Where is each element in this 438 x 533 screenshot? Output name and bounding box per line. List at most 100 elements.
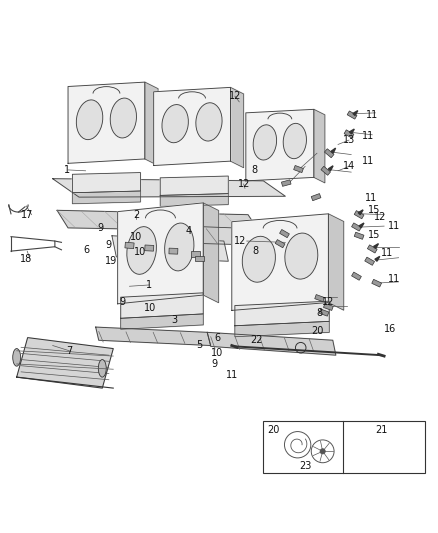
Polygon shape [203, 203, 218, 303]
Text: 2: 2 [133, 209, 139, 220]
Circle shape [319, 449, 325, 454]
Polygon shape [328, 214, 343, 310]
Ellipse shape [13, 349, 21, 366]
Ellipse shape [110, 98, 136, 138]
Text: 11: 11 [387, 274, 399, 284]
Text: 14: 14 [342, 161, 354, 172]
Bar [371, 279, 381, 287]
Bar [195, 256, 204, 262]
Text: 5: 5 [196, 340, 202, 350]
Polygon shape [330, 148, 335, 153]
Bar [375, 444, 392, 455]
Text: 11: 11 [380, 248, 392, 259]
Polygon shape [145, 82, 158, 166]
Text: 20: 20 [266, 425, 279, 435]
Polygon shape [68, 82, 145, 163]
Ellipse shape [127, 227, 156, 274]
Ellipse shape [164, 223, 194, 271]
Bar [318, 309, 328, 316]
Text: 12: 12 [228, 91, 240, 101]
Bar [191, 252, 199, 257]
Polygon shape [72, 173, 140, 193]
Text: 11: 11 [387, 221, 399, 231]
Text: 6: 6 [84, 245, 90, 255]
Bar [353, 211, 363, 219]
Polygon shape [358, 223, 363, 228]
Text: 1: 1 [146, 280, 152, 290]
Bar [281, 180, 290, 187]
Polygon shape [117, 203, 203, 304]
Ellipse shape [242, 236, 275, 282]
Bar [262, 421, 424, 473]
Text: 10: 10 [130, 232, 142, 241]
Text: 12: 12 [321, 297, 334, 306]
Polygon shape [53, 179, 285, 197]
Text: 10: 10 [144, 303, 156, 313]
Polygon shape [374, 256, 379, 261]
Polygon shape [234, 321, 328, 337]
Polygon shape [72, 191, 140, 204]
Text: 8: 8 [251, 165, 257, 175]
Polygon shape [349, 129, 353, 134]
Text: 9: 9 [120, 297, 126, 306]
Text: 10: 10 [211, 349, 223, 358]
Polygon shape [245, 109, 313, 181]
Ellipse shape [76, 100, 102, 140]
Polygon shape [151, 225, 239, 245]
Bar [320, 166, 330, 175]
Text: 10: 10 [134, 247, 146, 257]
Text: 12: 12 [373, 212, 385, 222]
Polygon shape [230, 87, 243, 168]
Polygon shape [373, 244, 378, 248]
Text: 11: 11 [225, 370, 237, 381]
Ellipse shape [283, 123, 306, 159]
Text: 20: 20 [310, 327, 322, 336]
Ellipse shape [253, 125, 276, 160]
Text: 11: 11 [361, 131, 373, 141]
Text: 21: 21 [375, 425, 387, 435]
Text: 23: 23 [298, 461, 311, 471]
Text: 19: 19 [104, 256, 117, 266]
Text: 22: 22 [250, 335, 262, 345]
Text: 18: 18 [20, 254, 32, 264]
Text: 7: 7 [66, 346, 72, 356]
Polygon shape [328, 166, 332, 171]
Polygon shape [95, 327, 210, 345]
Text: 4: 4 [185, 225, 191, 236]
Polygon shape [112, 236, 228, 261]
Polygon shape [207, 333, 335, 355]
Ellipse shape [284, 233, 317, 279]
Polygon shape [120, 293, 203, 318]
Bar [367, 245, 376, 253]
Text: 15: 15 [367, 230, 379, 240]
Bar [343, 130, 353, 138]
Text: 8: 8 [252, 246, 258, 256]
Text: 11: 11 [361, 156, 373, 166]
Text: 12: 12 [237, 179, 249, 189]
Text: 8: 8 [316, 309, 322, 319]
Polygon shape [234, 301, 328, 326]
Text: 13: 13 [342, 135, 354, 145]
Polygon shape [160, 176, 228, 196]
Polygon shape [17, 337, 113, 388]
Ellipse shape [162, 104, 188, 143]
Text: 11: 11 [365, 110, 378, 120]
Text: 17: 17 [21, 209, 33, 220]
Bar [279, 230, 289, 238]
Text: 6: 6 [214, 334, 220, 343]
Bar [314, 295, 324, 302]
Ellipse shape [195, 103, 222, 141]
Bar [351, 223, 360, 231]
Text: 9: 9 [211, 359, 217, 369]
Text: 12: 12 [234, 236, 246, 246]
Bar [145, 245, 153, 251]
Bar [323, 303, 332, 310]
Polygon shape [352, 111, 357, 116]
Bar [311, 193, 320, 201]
Polygon shape [57, 211, 258, 231]
Bar [364, 257, 374, 265]
Bar [346, 111, 356, 119]
Polygon shape [120, 314, 203, 329]
Text: 15: 15 [367, 205, 379, 215]
Bar [275, 239, 284, 248]
